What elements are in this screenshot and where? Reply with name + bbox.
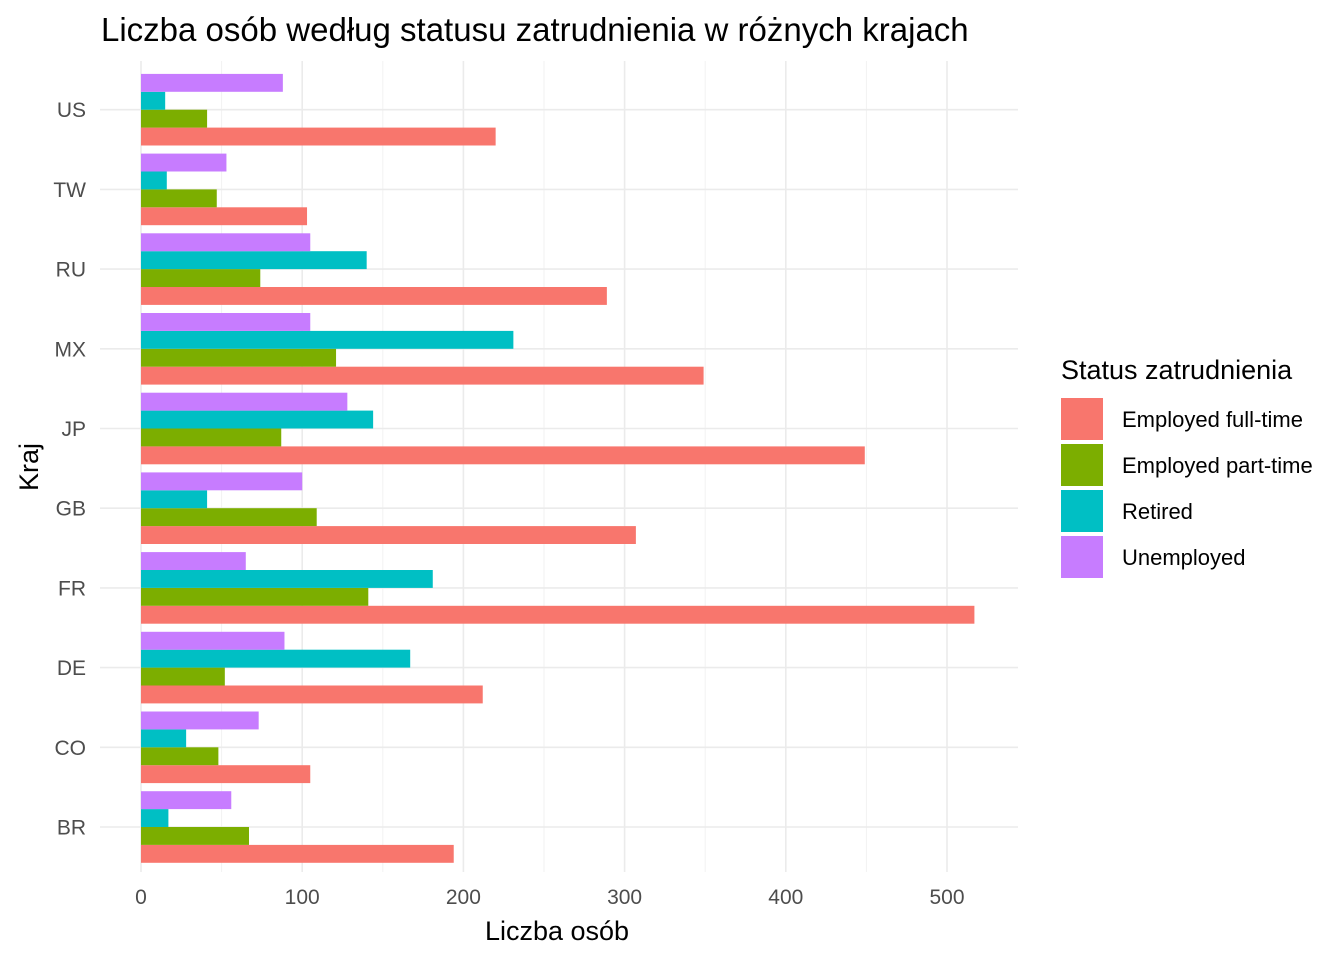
y-tick-label: FR — [58, 577, 86, 600]
bar-co-employed-part-time — [141, 747, 219, 766]
y-tick-label: CO — [55, 737, 87, 760]
y-tick-label: DE — [57, 657, 86, 680]
bar-jp-unemployed — [141, 392, 348, 411]
legend-label: Employed part-time — [1122, 453, 1313, 478]
x-tick-label: 200 — [446, 886, 481, 909]
bar-co-employed-full-time — [141, 765, 311, 784]
bar-fr-employed-part-time — [141, 587, 369, 606]
legend-key — [1061, 490, 1103, 532]
bar-ru-employed-part-time — [141, 269, 261, 287]
grid-layer — [100, 61, 1018, 872]
bar-tw-employed-part-time — [141, 189, 217, 208]
bar-co-unemployed — [141, 711, 259, 730]
y-tick-label: TW — [53, 179, 86, 202]
y-tick-label: RU — [56, 259, 86, 282]
legend-title: Status zatrudnienia — [1061, 355, 1293, 385]
y-axis-title: Kraj — [14, 443, 44, 491]
bar-br-unemployed — [141, 791, 232, 810]
x-tick-labels: 0 100 200 300 400 500 — [135, 886, 964, 909]
legend-key — [1061, 444, 1103, 486]
bar-us-unemployed — [141, 73, 283, 92]
bar-de-employed-full-time — [141, 685, 483, 704]
bar-ru-retired — [141, 251, 367, 270]
bar-de-unemployed — [141, 631, 285, 650]
bar-de-employed-part-time — [141, 667, 225, 686]
y-tick-label: BR — [57, 817, 86, 840]
bar-gb-retired — [141, 490, 208, 509]
bar-br-retired — [141, 809, 169, 827]
bar-jp-retired — [141, 410, 374, 429]
legend-label: Employed full-time — [1122, 407, 1303, 432]
bar-gb-unemployed — [141, 472, 303, 491]
bar-mx-unemployed — [141, 313, 311, 331]
chart-title: Liczba osób według statusu zatrudnienia … — [101, 11, 969, 48]
bar-gb-employed-full-time — [141, 526, 636, 544]
bar-de-retired — [141, 649, 411, 668]
legend: Status zatrudnienia Employed full-time Em… — [1061, 355, 1313, 578]
y-tick-label: GB — [56, 498, 86, 521]
bar-us-retired — [141, 91, 166, 110]
legend-label: Retired — [1122, 499, 1193, 524]
bar-co-retired — [141, 729, 187, 748]
bar-mx-employed-full-time — [141, 366, 704, 385]
legend-key — [1061, 398, 1103, 440]
bar-tw-employed-full-time — [141, 207, 308, 226]
x-axis-title: Liczba osób — [485, 916, 629, 946]
x-tick-label: 500 — [929, 886, 964, 909]
bar-tw-unemployed — [141, 153, 227, 172]
bar-us-employed-part-time — [141, 109, 208, 128]
x-tick-label: 400 — [768, 886, 803, 909]
bar-fr-retired — [141, 570, 433, 588]
legend-key — [1061, 536, 1103, 578]
bar-br-employed-full-time — [141, 844, 454, 863]
legend-label: Unemployed — [1122, 545, 1246, 570]
y-tick-label: MX — [55, 338, 87, 361]
bar-fr-employed-full-time — [141, 605, 975, 624]
bar-mx-employed-part-time — [141, 348, 337, 367]
bar-fr-unemployed — [141, 552, 246, 570]
bar-ru-unemployed — [141, 233, 311, 252]
bar-tw-retired — [141, 171, 167, 190]
bar-ru-employed-full-time — [141, 287, 607, 305]
x-tick-label: 300 — [607, 886, 642, 909]
y-tick-label: US — [57, 99, 86, 122]
bar-mx-retired — [141, 330, 514, 349]
y-tick-label: JP — [61, 418, 86, 441]
bar-us-employed-full-time — [141, 127, 496, 146]
x-tick-label: 100 — [285, 886, 320, 909]
bar-gb-employed-part-time — [141, 508, 317, 527]
y-tick-labels: BR CO DE FR GB JP MX RU TW US — [53, 99, 86, 839]
bar-br-employed-part-time — [141, 827, 250, 845]
bar-jp-employed-full-time — [141, 446, 865, 465]
bar-jp-employed-part-time — [141, 428, 282, 447]
bars-layer — [141, 73, 975, 863]
x-tick-label: 0 — [135, 886, 147, 909]
